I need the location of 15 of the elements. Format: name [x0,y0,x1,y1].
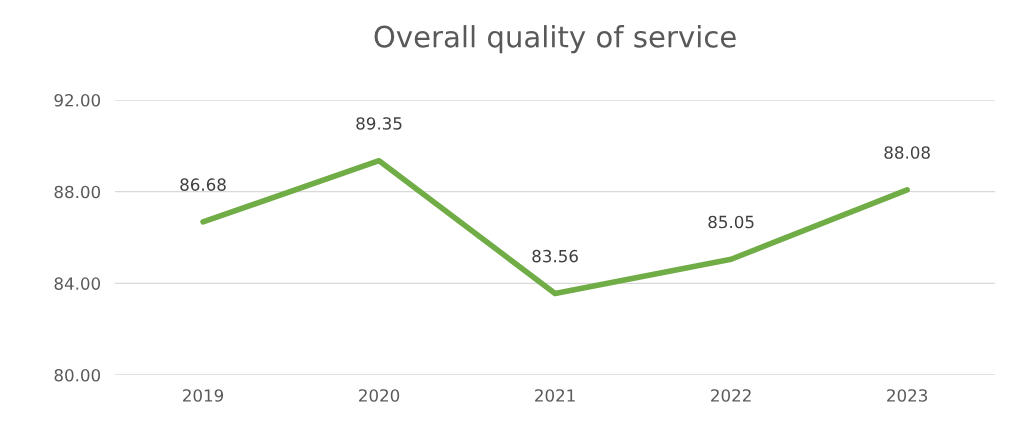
y-tick-label: 84.00 [54,277,101,290]
data-label: 85.05 [708,215,754,229]
x-tick-label: 2021 [535,389,575,402]
x-tick-label: 2022 [711,389,751,402]
x-tick-label: 2020 [359,389,400,402]
x-tick-label: 2019 [183,389,224,402]
y-tick-label: 80.00 [54,368,101,382]
data-label: 86.68 [180,178,226,191]
data-label: 89.35 [356,117,402,130]
chart-title: Overall quality of service [374,25,736,54]
x-tick-label: 2023 [887,389,928,402]
data-label: 88.08 [884,146,930,159]
data-label: 83.56 [532,249,578,263]
y-tick-label: 88.00 [54,185,101,199]
y-tick-label: 92.00 [54,93,101,107]
